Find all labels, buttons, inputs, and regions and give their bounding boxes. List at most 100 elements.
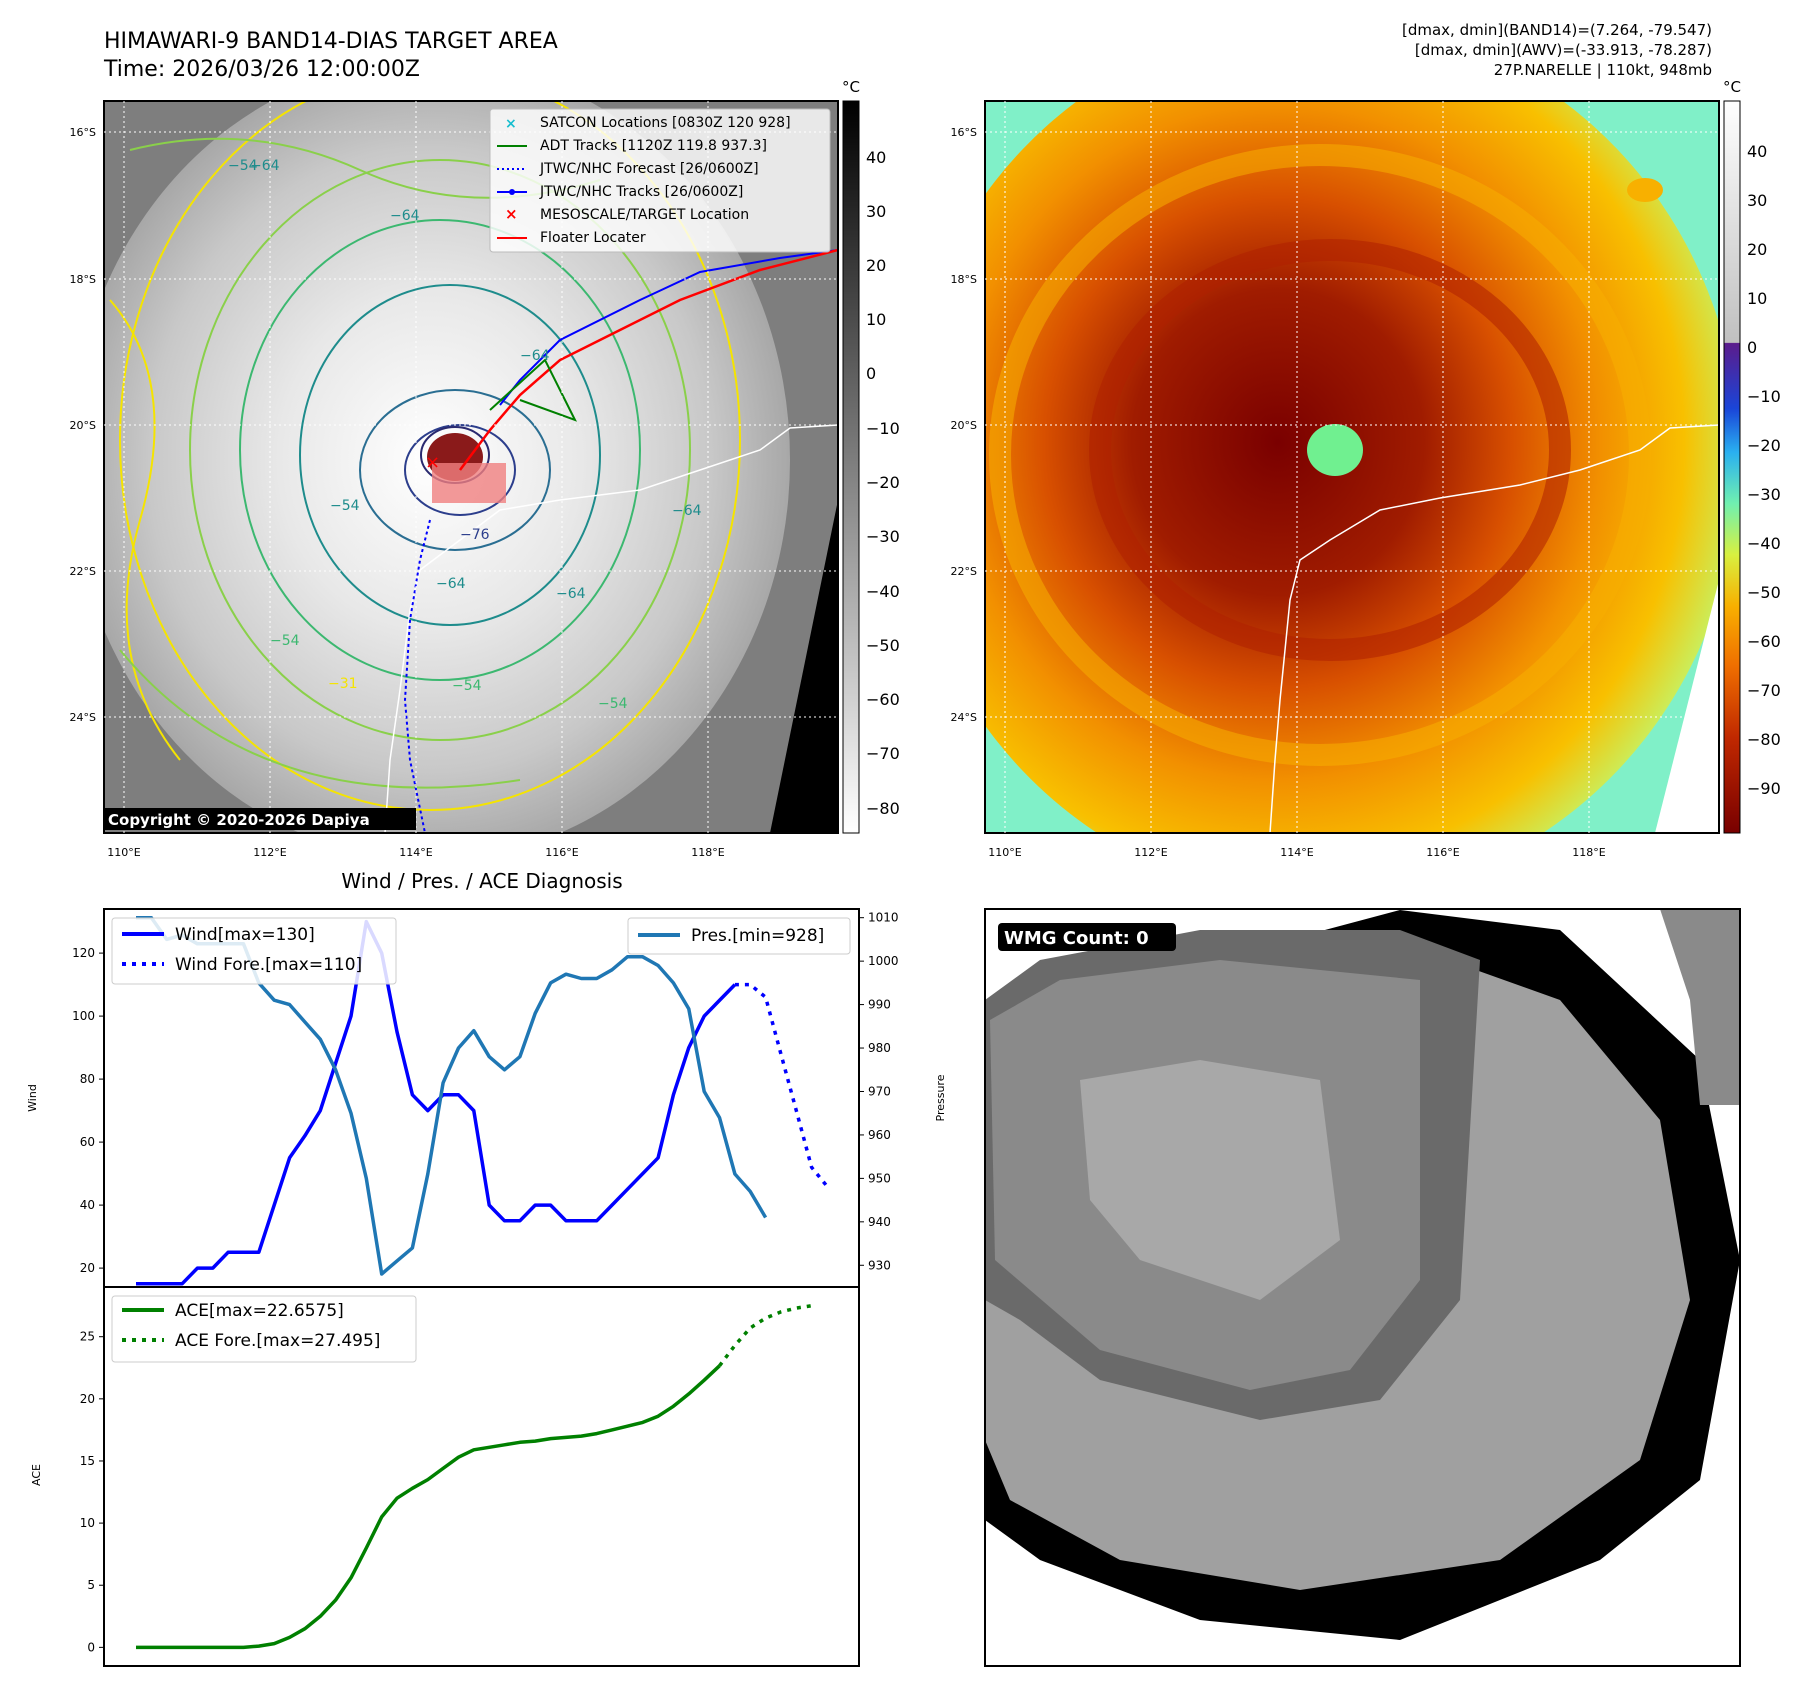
pressure-tick-label: 960 — [868, 1128, 891, 1142]
awv-eye — [1307, 424, 1363, 476]
contour-label: −76 — [460, 527, 490, 543]
colorbar-tick: −40 — [1747, 534, 1781, 553]
colorbar-tick: −70 — [866, 744, 900, 763]
colorbar-tick: −80 — [1747, 730, 1781, 749]
colorbar-tick: 20 — [866, 256, 886, 275]
contour-label: −54 — [270, 633, 300, 649]
colorbar-tick: −80 — [866, 799, 900, 818]
ace-axis-label: ACE — [30, 1464, 43, 1486]
adt-track — [489, 358, 578, 422]
coastline — [384, 424, 838, 833]
contour-label: −64 — [390, 208, 420, 224]
colorbar-tick: −10 — [866, 419, 900, 438]
awv-colorbar-ticks: 40 30 20 10 0 −10 −20 −30 −40 −50 −60 −7… — [1747, 142, 1781, 798]
figure-title-line2: Time: 2026/03/26 12:00:00Z — [104, 57, 420, 82]
awv-coastline — [1269, 424, 1719, 833]
colorbar-tick: −40 — [866, 582, 900, 601]
pressure-axis-label: Pressure — [934, 1074, 947, 1121]
series-line-0 — [136, 919, 737, 1286]
colorbar-tick: −70 — [1747, 681, 1781, 700]
lat-label: 22°S — [70, 565, 96, 578]
wmg-badge-box — [998, 923, 1176, 951]
lon-label: 114°E — [399, 846, 432, 859]
wmg-panel: WMG Count: 0 — [985, 909, 1740, 1666]
floater-track — [459, 248, 838, 471]
info-line1: [dmax, dmin](BAND14)=(7.264, -79.547) — [1401, 21, 1712, 39]
band14-colorbar-ticks: 40 30 20 10 0 −10 −20 −30 −40 −50 −60 −7… — [866, 148, 900, 818]
lat-label: 20°S — [951, 419, 977, 432]
lat-label: 18°S — [951, 273, 977, 286]
lat-label: 20°S — [70, 419, 96, 432]
awv-bands — [989, 144, 1651, 766]
lat-label: 22°S — [951, 565, 977, 578]
pressure-tick-label: 970 — [868, 1084, 891, 1098]
wind-tick-label: 20 — [80, 1261, 95, 1275]
wind-tick-label: 80 — [80, 1072, 95, 1086]
satcon-marker-icon: × — [505, 116, 517, 132]
ace-series-line-0 — [136, 1364, 721, 1650]
track-dot-icon — [509, 189, 515, 195]
contour-label: −64 — [436, 576, 466, 592]
colorbar-tick: −20 — [1747, 436, 1781, 455]
wind-legend-label: Wind[max=130] — [175, 925, 315, 945]
target-box — [432, 463, 506, 503]
lon-label: 116°E — [1426, 846, 1459, 859]
colorbar-tick: −50 — [1747, 583, 1781, 602]
pressure-legend: Pres.[min=928] — [627, 917, 851, 955]
wmg-corner — [1660, 909, 1740, 1105]
ace-tick-label: 25 — [80, 1330, 95, 1344]
wmg-frame — [984, 908, 1741, 1667]
ace-forecast-legend-label: ACE Fore.[max=27.495] — [175, 1331, 380, 1351]
legend-box — [489, 108, 831, 253]
lat-label: 16°S — [951, 126, 977, 139]
temperature-contours — [109, 101, 741, 811]
awv-no-data — [1655, 580, 1719, 833]
contour-label: −54 — [330, 498, 360, 514]
awv-map-panel — [985, 101, 1719, 833]
lat-label: 24°S — [951, 711, 977, 724]
ace-tick-label: 5 — [87, 1578, 95, 1592]
wmg-inner — [1080, 1060, 1340, 1300]
awv-lon-labels: 110°E 112°E 114°E 116°E 118°E — [988, 846, 1605, 859]
colorbar-tick: −20 — [866, 473, 900, 492]
legend-adt: ADT Tracks [1120Z 119.8 937.3] — [540, 138, 767, 154]
wmg-count-badge: WMG Count: 0 — [1004, 928, 1149, 949]
colorbar-tick: 10 — [866, 310, 886, 329]
lon-label: 118°E — [1572, 846, 1605, 859]
colorbar-tick: 30 — [1747, 191, 1767, 210]
awv-gridlines — [985, 101, 1719, 833]
colorbar-tick: 10 — [1747, 289, 1767, 308]
wind-forecast-legend-label: Wind Fore.[max=110] — [175, 955, 362, 975]
ace-legend: ACE[max=22.6575] ACE Fore.[max=27.495] — [111, 1295, 417, 1363]
pressure-tick-label: 980 — [868, 1041, 891, 1055]
wind-tick-label: 60 — [80, 1135, 95, 1149]
wind-legend: Wind[max=130] Wind Fore.[max=110] — [111, 917, 397, 985]
colorbar-tick: 0 — [866, 364, 876, 383]
colorbar-tick: −30 — [1747, 485, 1781, 504]
copyright-box — [104, 808, 416, 830]
contour-label: −64 — [556, 586, 586, 602]
colorbar-tick: −90 — [1747, 779, 1781, 798]
legend-floater: Floater Locater — [540, 230, 646, 246]
no-data-wedge — [770, 500, 838, 833]
contour-label: −64 — [250, 158, 280, 174]
info-line2: [dmax, dmin](AWV)=(-33.913, -78.287) — [1414, 41, 1712, 59]
legend-target: MESOSCALE/TARGET Location — [540, 207, 749, 223]
colorbar-tick: 0 — [1747, 338, 1757, 357]
contour-label: −54 — [598, 696, 628, 712]
series-line-1 — [734, 982, 829, 1188]
jtwc-track — [499, 249, 838, 406]
awv-lat-labels: 16°S 18°S 20°S 22°S 24°S — [951, 126, 977, 724]
pressure-tick-label: 990 — [868, 998, 891, 1012]
lon-label: 112°E — [1134, 846, 1167, 859]
awv-cell — [1627, 178, 1663, 202]
wind-tick-label: 100 — [72, 1009, 95, 1023]
map-frame — [103, 100, 839, 834]
ace-tick-label: 10 — [80, 1516, 95, 1530]
colorbar-tick: −30 — [866, 527, 900, 546]
colorbar-tick: 40 — [1747, 142, 1767, 161]
jtwc-forecast — [403, 519, 431, 833]
contour-label: −64 — [520, 348, 550, 364]
legend-forecast: JTWC/NHC Forecast [26/0600Z] — [539, 161, 759, 177]
colorbar-tick: −60 — [1747, 632, 1781, 651]
